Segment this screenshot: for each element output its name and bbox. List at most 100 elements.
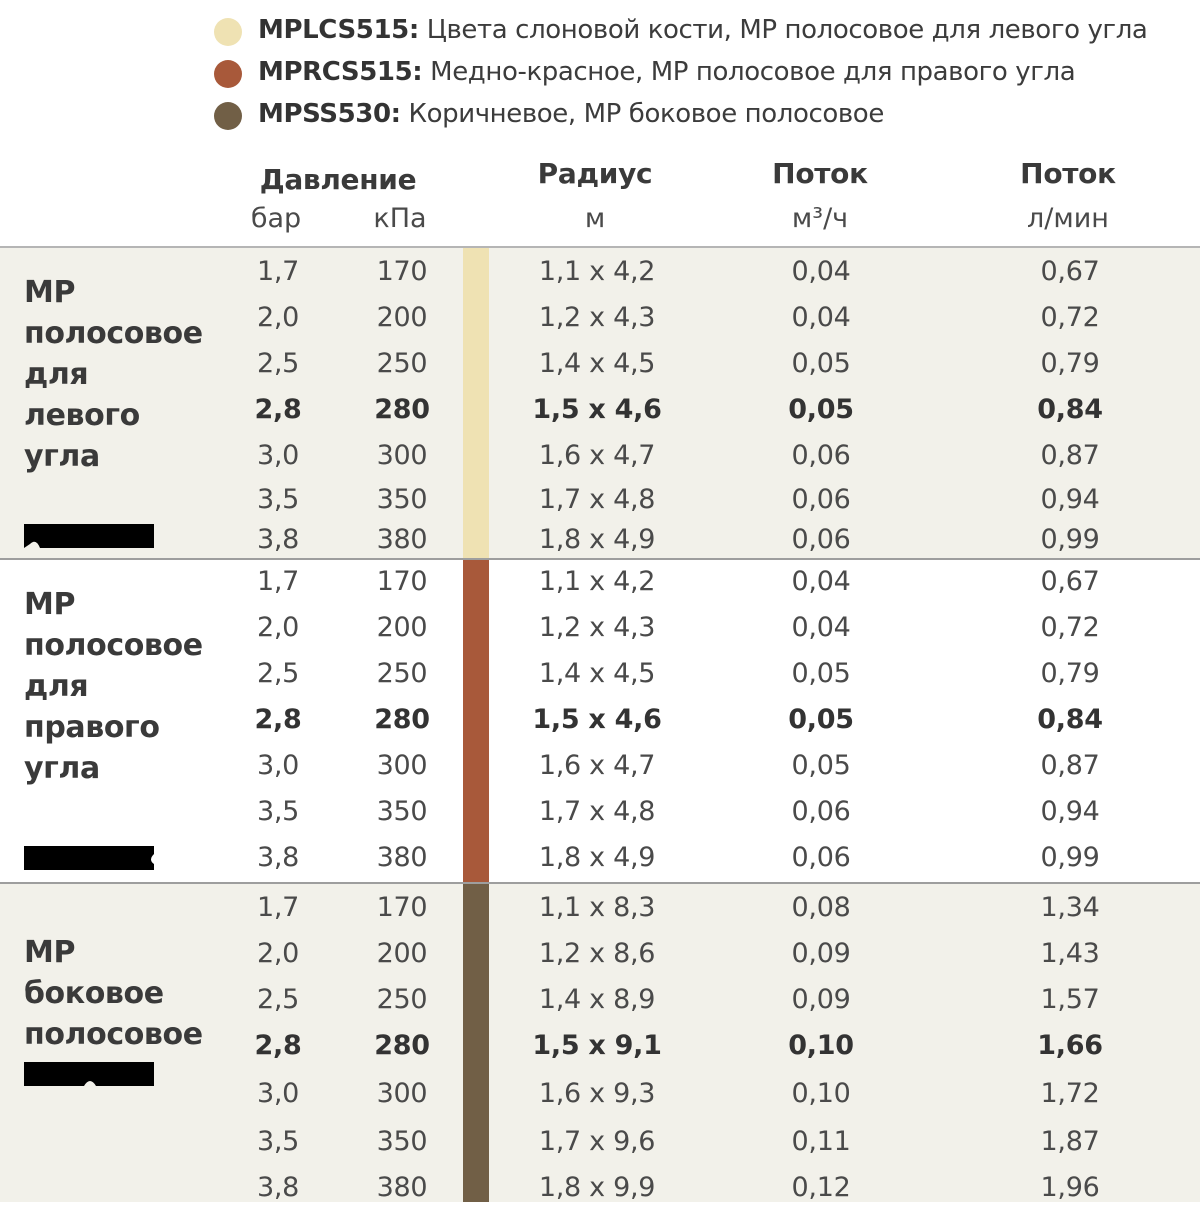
cell-bar: 3,0 [256,440,300,471]
header-pressure: Давление [259,163,417,196]
cell-m3h: 0,10 [791,1078,851,1109]
cell-radius: 1,5 x 4,6 [532,394,662,425]
cell-bar: 2,8 [254,1030,302,1061]
cell-bar: 2,5 [256,984,300,1015]
cell-bar: 2,8 [254,394,302,425]
legend-text: MPRCS515: Медно-красное, MP полосовое дл… [258,54,1076,90]
table-row: 3,8 380 1,8 x 4,9 0,06 0,99 [0,838,1200,878]
cell-radius: 1,7 x 4,8 [538,484,656,515]
cell-radius: 1,8 x 4,9 [538,842,656,873]
table-row: 2,5 250 1,4 x 4,5 0,05 0,79 [0,344,1200,384]
header-divider [0,246,1200,248]
cell-lmin: 0,87 [1040,750,1100,781]
cell-bar: 2,0 [256,612,300,643]
cell-kpa: 170 [376,256,428,287]
table-row: 3,0 300 1,6 x 4,7 0,05 0,87 [0,746,1200,786]
cell-m3h: 0,04 [791,302,851,333]
table-section: MP полосовое для правого угла 1,7 170 1,1 x 4,2… [0,558,1200,882]
cell-radius: 1,2 x 8,6 [538,938,656,969]
cell-kpa: 250 [376,658,428,689]
table-row: 3,8 380 1,8 x 9,9 0,12 1,96 [0,1168,1200,1208]
legend-description: Коричневое, MP боковое полосовое [400,99,885,129]
cell-radius: 1,6 x 4,7 [538,440,656,471]
cell-bar: 1,7 [256,566,300,597]
table-row: 2,8 280 1,5 x 4,6 0,05 0,84 [0,700,1200,740]
table-row: 2,0 200 1,2 x 4,3 0,04 0,72 [0,298,1200,338]
cell-bar: 2,5 [256,658,300,689]
table-row: 2,0 200 1,2 x 8,6 0,09 1,43 [0,934,1200,974]
cell-bar: 1,7 [256,256,300,287]
cell-bar: 3,8 [256,842,300,873]
cell-m3h: 0,09 [791,984,851,1015]
cell-radius: 1,7 x 9,6 [538,1126,656,1157]
header-flow-lmin: Поток [1020,157,1116,190]
cell-m3h: 0,06 [791,524,851,555]
legend-color-dot-icon [214,18,242,46]
cell-radius: 1,2 x 4,3 [538,612,656,643]
cell-lmin: 0,79 [1040,658,1100,689]
cell-bar: 3,5 [256,1126,300,1157]
section-label: MP полосовое для правого угла [24,584,203,789]
table-section: MP полосовое для левого угла 1,7 170 1,1 x 4,2 0… [0,248,1200,558]
cell-lmin: 0,94 [1040,484,1100,515]
section-label-line: полосовое [24,316,203,351]
header-radius: Радиус [537,157,653,190]
section-label-line: MP [24,935,76,970]
table-section: MP боковое полосовое 1,7 170 1,1 x 8,3 0,08 1,3… [0,882,1200,1203]
cell-kpa: 200 [376,938,428,969]
cell-lmin: 0,67 [1040,566,1100,597]
cell-kpa: 380 [376,524,428,555]
cell-lmin: 1,34 [1040,892,1100,923]
cell-m3h: 0,12 [791,1172,851,1203]
cell-bar: 2,0 [256,938,300,969]
cell-radius: 1,4 x 4,5 [538,658,656,689]
cell-bar: 3,5 [256,796,300,827]
cell-m3h: 0,05 [791,658,851,689]
table-row: 3,0 300 1,6 x 9,3 0,10 1,72 [0,1074,1200,1114]
color-bar [463,884,489,1202]
table-row: 2,5 250 1,4 x 8,9 0,09 1,57 [0,980,1200,1020]
table-row: 2,8 280 1,5 x 4,6 0,05 0,84 [0,390,1200,430]
header-flow-m3h: Поток [772,157,868,190]
table-row: 3,8 380 1,8 x 4,9 0,06 0,99 [0,520,1200,560]
cell-kpa: 380 [376,842,428,873]
legend-description: Цвета слоновой кости, MP полосовое для л… [418,15,1148,45]
cell-bar: 2,8 [254,704,302,735]
cell-kpa: 350 [376,796,428,827]
cell-bar: 1,7 [256,892,300,923]
cell-bar: 3,5 [256,484,300,515]
legend-color-dot-icon [214,102,242,130]
cell-kpa: 300 [376,1078,428,1109]
cell-m3h: 0,10 [788,1030,854,1061]
cell-lmin: 0,84 [1037,704,1103,735]
cell-m3h: 0,05 [791,750,851,781]
cell-lmin: 0,94 [1040,796,1100,827]
cell-bar: 3,0 [256,750,300,781]
cell-m3h: 0,04 [791,256,851,287]
cell-bar: 2,0 [256,302,300,333]
cell-lmin: 1,43 [1040,938,1100,969]
table-row: 3,5 350 1,7 x 9,6 0,11 1,87 [0,1122,1200,1162]
cell-m3h: 0,06 [791,796,851,827]
section-label-line: MP [24,587,76,622]
nozzle-strip-right-icon [24,842,154,872]
cell-kpa: 250 [376,348,428,379]
section-label-line: угла [24,751,100,786]
cell-bar: 2,5 [256,348,300,379]
cell-kpa: 280 [374,394,430,425]
cell-bar: 3,8 [256,1172,300,1203]
cell-kpa: 280 [374,1030,430,1061]
header-unit-bar: бар [250,203,302,234]
section-label-line: левого [24,398,140,433]
section-label-line: полосовое [24,1017,203,1052]
cell-radius: 1,6 x 9,3 [538,1078,656,1109]
performance-table: MP полосовое для левого угла 1,7 170 1,1 x 4,2 0… [0,248,1200,1203]
table-row: 2,5 250 1,4 x 4,5 0,05 0,79 [0,654,1200,694]
legend-model-code: MPLCS515: [258,15,419,45]
color-bar [463,248,489,558]
table-row: 2,0 200 1,2 x 4,3 0,04 0,72 [0,608,1200,648]
cell-lmin: 1,96 [1040,1172,1100,1203]
section-label-line: угла [24,439,100,474]
cell-radius: 1,4 x 8,9 [538,984,656,1015]
cell-lmin: 1,87 [1040,1126,1100,1157]
